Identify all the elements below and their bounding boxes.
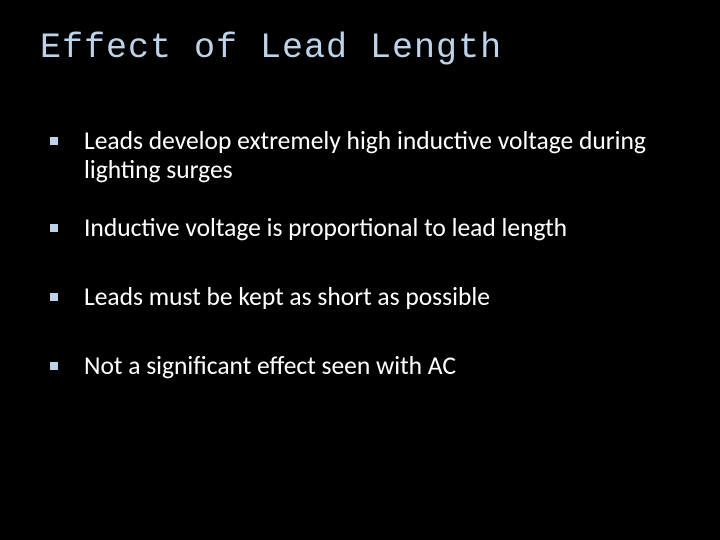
list-item: Leads must be kept as short as possible (48, 282, 676, 311)
list-item: Not a significant effect seen with AC (48, 351, 676, 380)
list-item: Inductive voltage is proportional to lea… (48, 213, 676, 242)
list-item: Leads develop extremely high inductive v… (48, 126, 676, 185)
bullet-list: Leads develop extremely high inductive v… (44, 126, 676, 381)
slide: Effect of Lead Length Leads develop extr… (0, 0, 720, 540)
slide-title: Effect of Lead Length (40, 28, 676, 68)
